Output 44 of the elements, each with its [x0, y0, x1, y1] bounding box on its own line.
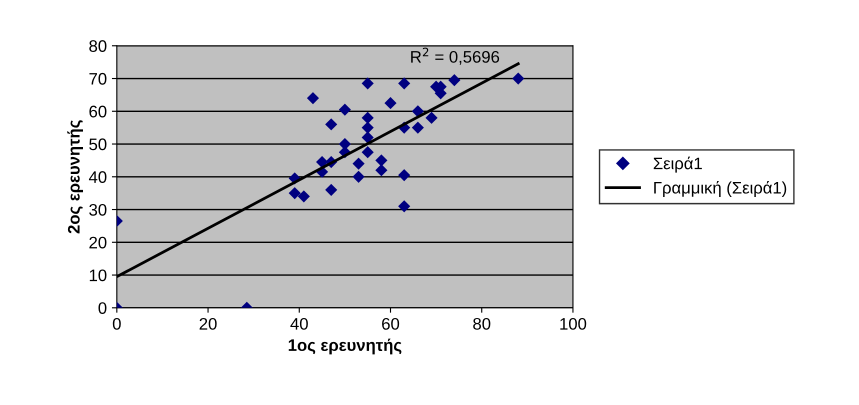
y-tick-label: 60	[89, 106, 106, 118]
y-tick-label: 30	[89, 204, 106, 216]
point	[448, 74, 460, 86]
point	[375, 164, 388, 176]
legend-label: Σειρά1	[654, 156, 702, 173]
point	[352, 170, 365, 183]
point	[325, 184, 338, 196]
x-tick-label: 20	[200, 318, 217, 330]
point	[398, 200, 410, 212]
point	[512, 72, 524, 85]
y-tick-label: 40	[88, 171, 106, 183]
x-tick-label: 0	[112, 318, 121, 330]
point	[325, 118, 338, 130]
y-tick-label: 50	[89, 138, 106, 150]
legend-label: Γραμμική (Σειρά1)	[654, 180, 786, 197]
point	[362, 122, 374, 134]
x-tick-label: 100	[560, 318, 586, 330]
point	[288, 187, 301, 200]
x-axis-title: 1ος ερευνητής	[288, 338, 402, 354]
annotation: R$^{2}$ = 0,5696	[411, 48, 500, 65]
point	[338, 104, 351, 116]
point	[306, 92, 320, 104]
point	[398, 169, 410, 182]
point	[362, 77, 374, 90]
point	[384, 97, 397, 110]
x-tick-label: 60	[382, 318, 400, 330]
x-tick-label: 80	[473, 318, 490, 330]
point	[426, 112, 438, 124]
point	[362, 146, 374, 158]
y-tick-label: 70	[89, 72, 106, 85]
point	[298, 190, 310, 202]
point	[362, 131, 374, 144]
point	[352, 158, 365, 170]
y-axis-title: 2ος ερευνητής	[67, 120, 84, 234]
y-tick-label: 20	[89, 236, 106, 248]
x-tick-label: 40	[290, 318, 308, 330]
point	[398, 77, 410, 90]
y-tick-label: 10	[90, 269, 106, 282]
point	[375, 154, 388, 166]
point	[362, 112, 374, 124]
y-tick-label: 0	[98, 302, 106, 314]
point	[412, 122, 424, 134]
point	[412, 105, 424, 118]
y-tick-label: 80	[89, 40, 106, 52]
